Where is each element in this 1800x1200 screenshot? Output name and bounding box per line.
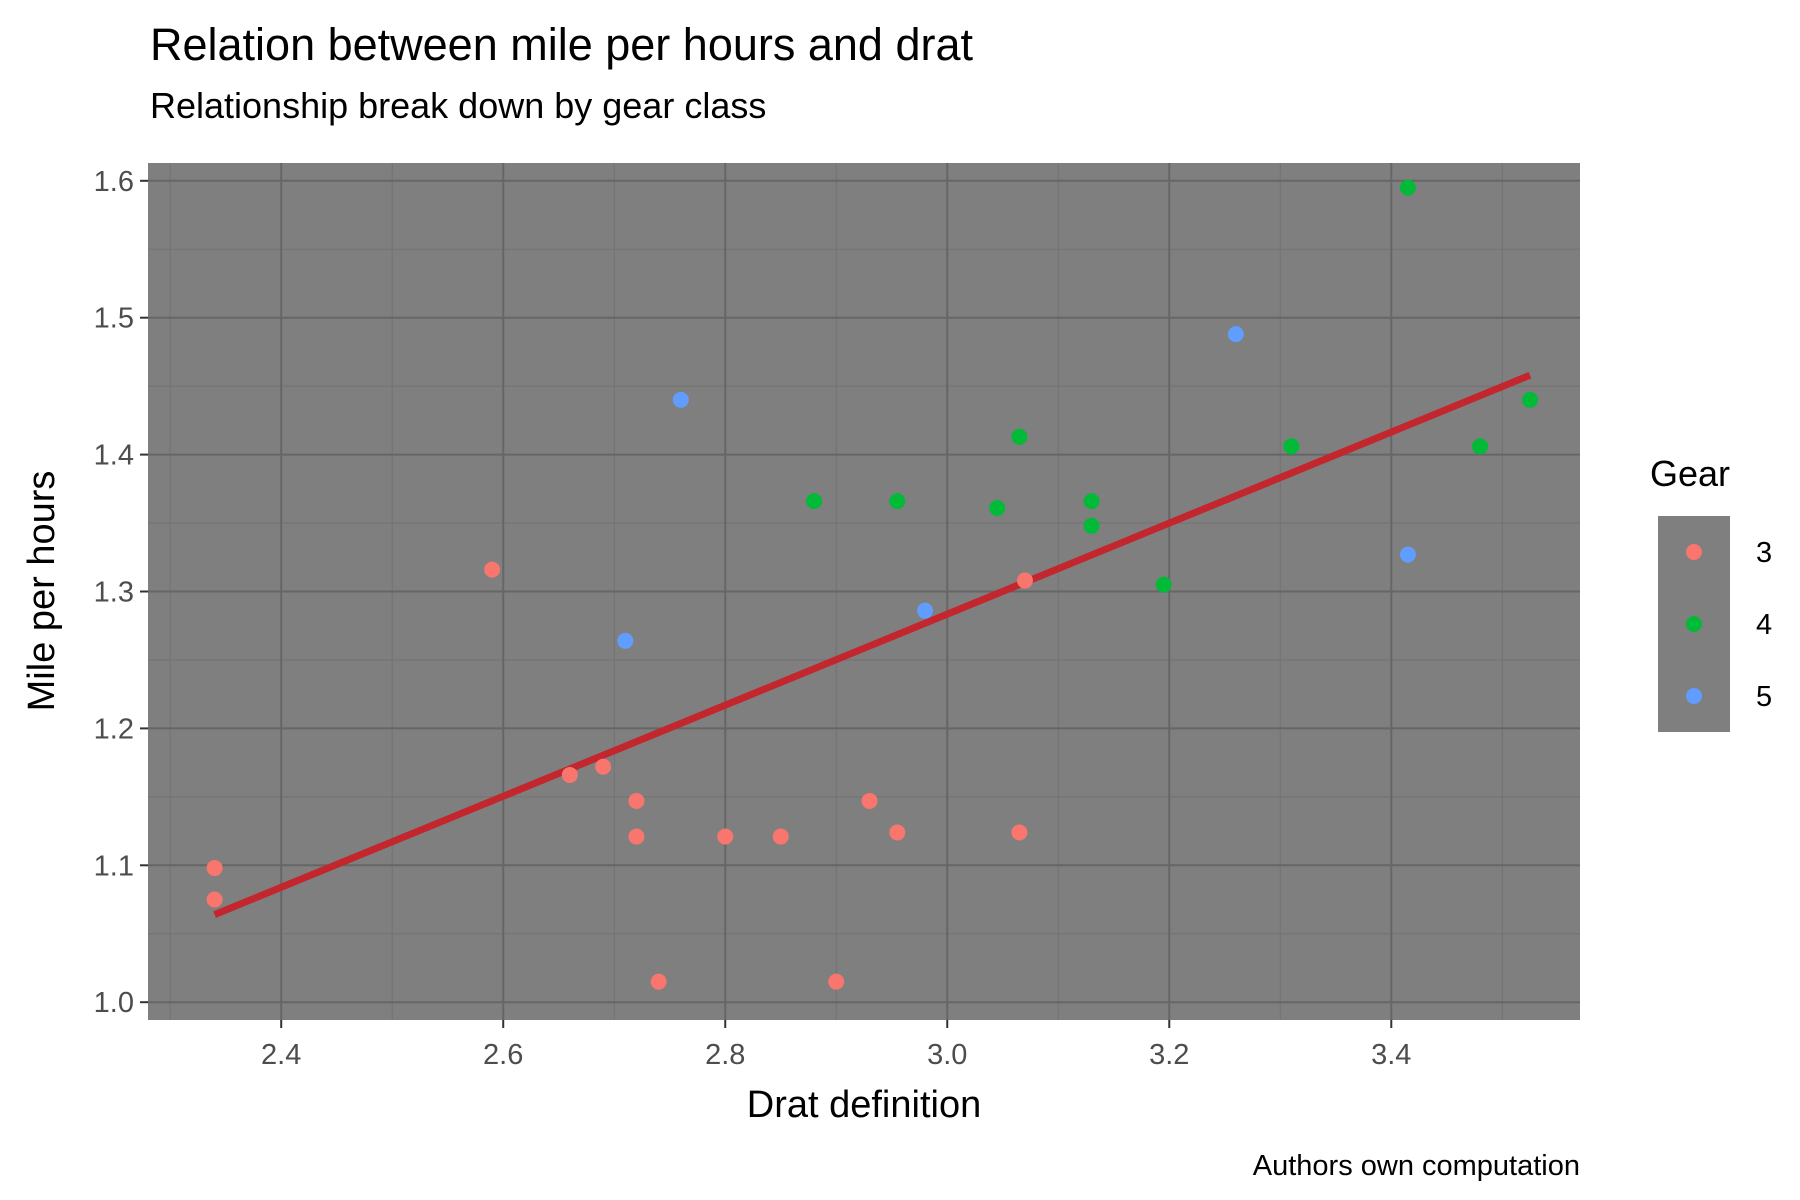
- data-point: [1083, 517, 1100, 534]
- data-point: [206, 891, 223, 908]
- data-point: [628, 792, 645, 809]
- y-axis-ticks: 1.0 1.1 1.2 1.3 1.4 1.5 1.6: [94, 166, 148, 1019]
- data-point: [861, 792, 878, 809]
- y-tick-label: 1.3: [94, 577, 134, 609]
- trend-line-group: [213, 371, 1532, 918]
- x-axis-label: Drat definition: [747, 1084, 981, 1126]
- x-axis-ticks: 2.4 2.6 2.8 3.0 3.2 3.4: [261, 1020, 1411, 1071]
- data-point: [806, 493, 823, 510]
- legend-dot: [1686, 544, 1702, 560]
- x-tick-label: 3.2: [1149, 1039, 1189, 1071]
- data-point: [889, 824, 906, 841]
- data-point: [628, 828, 645, 845]
- data-point: [1011, 428, 1028, 445]
- x-tick-label: 2.4: [261, 1039, 301, 1071]
- legend-label: 3: [1756, 537, 1772, 569]
- data-point: [206, 860, 223, 877]
- chart-title: Relation between mile per hours and drat: [150, 19, 973, 70]
- legend-dot: [1686, 688, 1702, 704]
- x-tick-label: 2.6: [483, 1039, 523, 1071]
- data-points: [206, 179, 1539, 990]
- data-point: [672, 391, 689, 408]
- data-point: [1472, 438, 1489, 455]
- data-point: [1283, 438, 1300, 455]
- data-point: [1399, 179, 1416, 196]
- data-point: [989, 499, 1006, 516]
- legend-dot: [1686, 616, 1702, 632]
- y-tick-label: 1.0: [94, 987, 134, 1019]
- data-point: [828, 973, 845, 990]
- chart-subtitle: Relationship break down by gear class: [150, 85, 766, 126]
- legend-label: 4: [1756, 609, 1772, 641]
- data-point: [889, 493, 906, 510]
- data-point: [595, 758, 612, 775]
- data-point: [1011, 824, 1028, 841]
- x-tick-label: 2.8: [705, 1039, 745, 1071]
- x-tick-label: 3.4: [1371, 1039, 1411, 1071]
- y-tick-label: 1.1: [94, 850, 134, 882]
- data-point: [772, 828, 789, 845]
- data-point: [717, 828, 734, 845]
- grid-lines: [148, 163, 1580, 1020]
- data-point: [1016, 572, 1033, 589]
- data-point: [561, 766, 578, 783]
- series-gear-4: [806, 179, 1539, 593]
- data-point: [1083, 493, 1100, 510]
- legend-item-4: 4: [1658, 588, 1772, 660]
- legend-items: 3 4 5: [1658, 516, 1772, 732]
- data-point: [1399, 546, 1416, 563]
- data-point: [1522, 391, 1539, 408]
- y-tick-label: 1.6: [94, 166, 134, 198]
- y-tick-label: 1.4: [94, 440, 134, 472]
- data-point: [484, 561, 501, 578]
- data-point: [917, 602, 934, 619]
- legend: Gear 3 4 5: [1650, 453, 1772, 732]
- legend-item-5: 5: [1658, 660, 1772, 732]
- y-tick-label: 1.2: [94, 713, 134, 745]
- series-gear-5: [617, 326, 1416, 649]
- legend-item-3: 3: [1658, 516, 1772, 588]
- x-tick-label: 3.0: [927, 1039, 967, 1071]
- series-gear-3: [206, 561, 1033, 990]
- trend-line: [213, 371, 1532, 918]
- data-point: [1155, 576, 1172, 593]
- y-tick-label: 1.5: [94, 303, 134, 335]
- legend-label: 5: [1756, 681, 1772, 713]
- data-point: [1227, 326, 1244, 343]
- chart-caption: Authors own computation: [1253, 1150, 1580, 1182]
- y-axis-label: Mile per hours: [21, 471, 63, 712]
- legend-title: Gear: [1650, 453, 1730, 494]
- data-point: [650, 973, 667, 990]
- data-point: [617, 632, 634, 649]
